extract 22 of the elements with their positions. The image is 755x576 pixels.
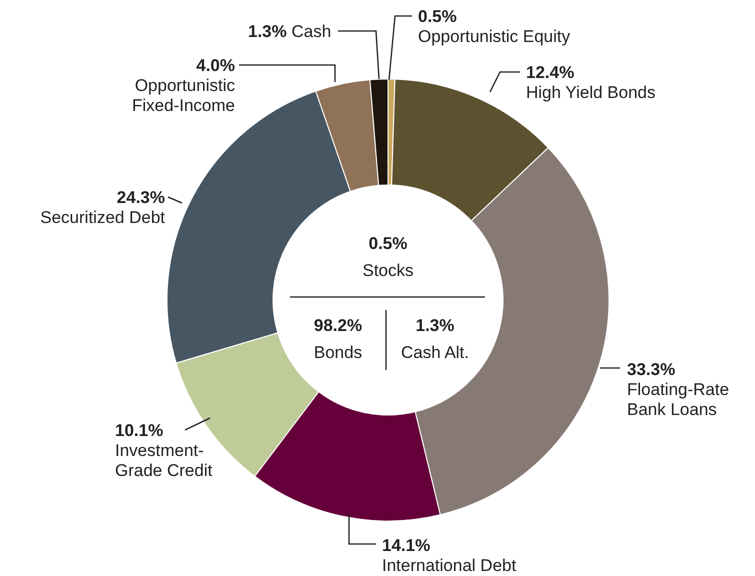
text: 1.3% (416, 316, 454, 335)
data-label: 24.3% (116, 188, 165, 207)
data-label: 4.0% (196, 56, 235, 75)
text: Bonds (314, 343, 362, 362)
text: Stocks (362, 261, 414, 280)
slice-label: Floating-Rate Bank Loans (627, 380, 730, 419)
slice-label: Opportunistic Equity (418, 27, 571, 46)
data-label: 0.5% (418, 7, 457, 26)
text: 98.2% (314, 316, 362, 335)
slice-label: International Debt (382, 556, 516, 575)
data-label: 12.4% (526, 63, 574, 82)
text: 0.5% (368, 234, 408, 253)
data-label: 33.3% (627, 360, 676, 379)
slice-label: Opportunistic Fixed-Income (132, 76, 236, 115)
slice-label: Securitized Debt (40, 208, 166, 227)
slice-label: Investment- Grade Credit (115, 441, 213, 480)
data-label: 10.1% (115, 421, 164, 440)
text: Cash Alt. (400, 343, 470, 362)
data-label: 14.1% (382, 536, 430, 555)
data-label: 1.3% (248, 22, 287, 41)
slice-label: High Yield Bonds (526, 83, 656, 102)
slice-label: Cash (286, 22, 332, 41)
